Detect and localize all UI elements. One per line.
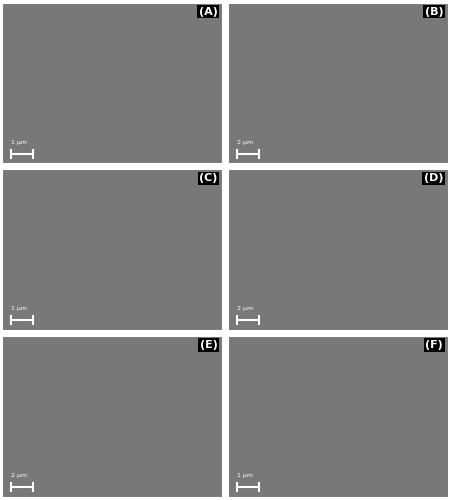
- Text: 2 μm: 2 μm: [11, 473, 27, 478]
- Text: (F): (F): [425, 340, 443, 350]
- Text: (E): (E): [200, 340, 218, 350]
- Text: (C): (C): [199, 173, 218, 183]
- Text: (B): (B): [424, 6, 443, 16]
- Text: (A): (A): [199, 6, 218, 16]
- Text: (D): (D): [424, 173, 443, 183]
- Text: 1 μm: 1 μm: [237, 473, 253, 478]
- Text: 2 μm: 2 μm: [237, 306, 253, 312]
- Text: 1 μm: 1 μm: [11, 306, 27, 312]
- Text: 1 μm: 1 μm: [11, 140, 27, 145]
- Text: 2 μm: 2 μm: [237, 140, 253, 145]
